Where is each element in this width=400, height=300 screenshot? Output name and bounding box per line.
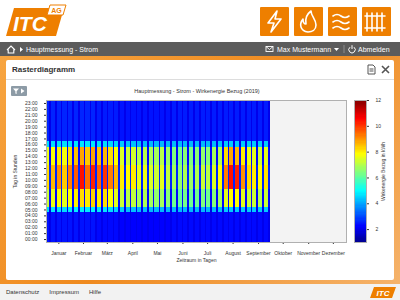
svg-text:05:00: 05:00: [25, 207, 38, 213]
svg-text:01:00: 01:00: [25, 230, 38, 236]
svg-text:10: 10: [376, 123, 382, 129]
svg-text:00:00: 00:00: [25, 236, 38, 242]
svg-text:16:00: 16:00: [25, 141, 38, 147]
html-text:Hauptmessung - Strom - Wirkene: Hauptmessung - Strom - Wirkenergie Bezug…: [134, 88, 260, 94]
svg-text:Max Mustermann: Max Mustermann: [277, 46, 331, 53]
svg-text:18:00: 18:00: [25, 130, 38, 136]
svg-text:4: 4: [376, 200, 379, 206]
svg-text:April: April: [128, 250, 138, 256]
svg-text:12:00: 12:00: [25, 165, 38, 171]
svg-text:Hauptmessung - Strom: Hauptmessung - Strom: [26, 46, 98, 54]
svg-text:19:00: 19:00: [25, 124, 38, 130]
svg-text:Januar: Januar: [51, 250, 67, 256]
svg-text:ITC: ITC: [377, 289, 390, 298]
svg-text:21:00: 21:00: [25, 112, 38, 118]
svg-text:11:00: 11:00: [25, 171, 37, 177]
svg-text:Dezember: Dezember: [322, 250, 345, 256]
svg-text:10:00: 10:00: [25, 177, 38, 183]
svg-text:Zeitraum in Tagen: Zeitraum in Tagen: [177, 257, 217, 263]
svg-text:03:00: 03:00: [25, 218, 38, 224]
svg-text:22:00: 22:00: [25, 106, 38, 112]
svg-text:Oktober: Oktober: [274, 250, 292, 256]
html-text:Impressum: Impressum: [49, 289, 79, 295]
svg-text:März: März: [102, 250, 114, 256]
svg-text:Abmelden: Abmelden: [358, 46, 390, 53]
svg-text:08:00: 08:00: [25, 189, 38, 195]
svg-text:8: 8: [376, 149, 379, 155]
svg-text:09:00: 09:00: [25, 183, 38, 189]
svg-text:13:00: 13:00: [25, 159, 38, 165]
svg-text:04:00: 04:00: [25, 212, 38, 218]
svg-text:ITC: ITC: [13, 12, 48, 35]
html-text:Rasterdiagramm: Rasterdiagramm: [12, 65, 76, 74]
html-text:Hilfe: Hilfe: [89, 289, 101, 295]
svg-text:07:00: 07:00: [25, 195, 38, 201]
svg-text:06:00: 06:00: [25, 201, 38, 207]
svg-text:Juli: Juli: [204, 250, 212, 256]
svg-text:November: November: [297, 250, 320, 256]
svg-text:6: 6: [376, 175, 379, 181]
svg-text:14:00: 14:00: [25, 153, 38, 159]
svg-text:September: September: [246, 250, 271, 256]
svg-text:15:00: 15:00: [25, 147, 38, 153]
svg-text:17:00: 17:00: [25, 136, 38, 142]
svg-text:AG: AG: [51, 7, 62, 14]
svg-text:Mai: Mai: [153, 250, 161, 256]
svg-text:Juni: Juni: [178, 250, 187, 256]
svg-text:20:00: 20:00: [25, 118, 38, 124]
svg-text:Wirkenergie Bezug in kWh: Wirkenergie Bezug in kWh: [380, 142, 386, 201]
html-text:Datenschutz: Datenschutz: [6, 289, 40, 295]
svg-text:2: 2: [376, 226, 379, 232]
svg-text:23:00: 23:00: [25, 100, 38, 106]
svg-text:Tag in Stunden: Tag in Stunden: [12, 155, 18, 189]
svg-text:August: August: [225, 250, 241, 256]
svg-text:02:00: 02:00: [25, 224, 38, 230]
svg-text:Februar: Februar: [75, 250, 93, 256]
svg-text:12: 12: [376, 97, 382, 103]
